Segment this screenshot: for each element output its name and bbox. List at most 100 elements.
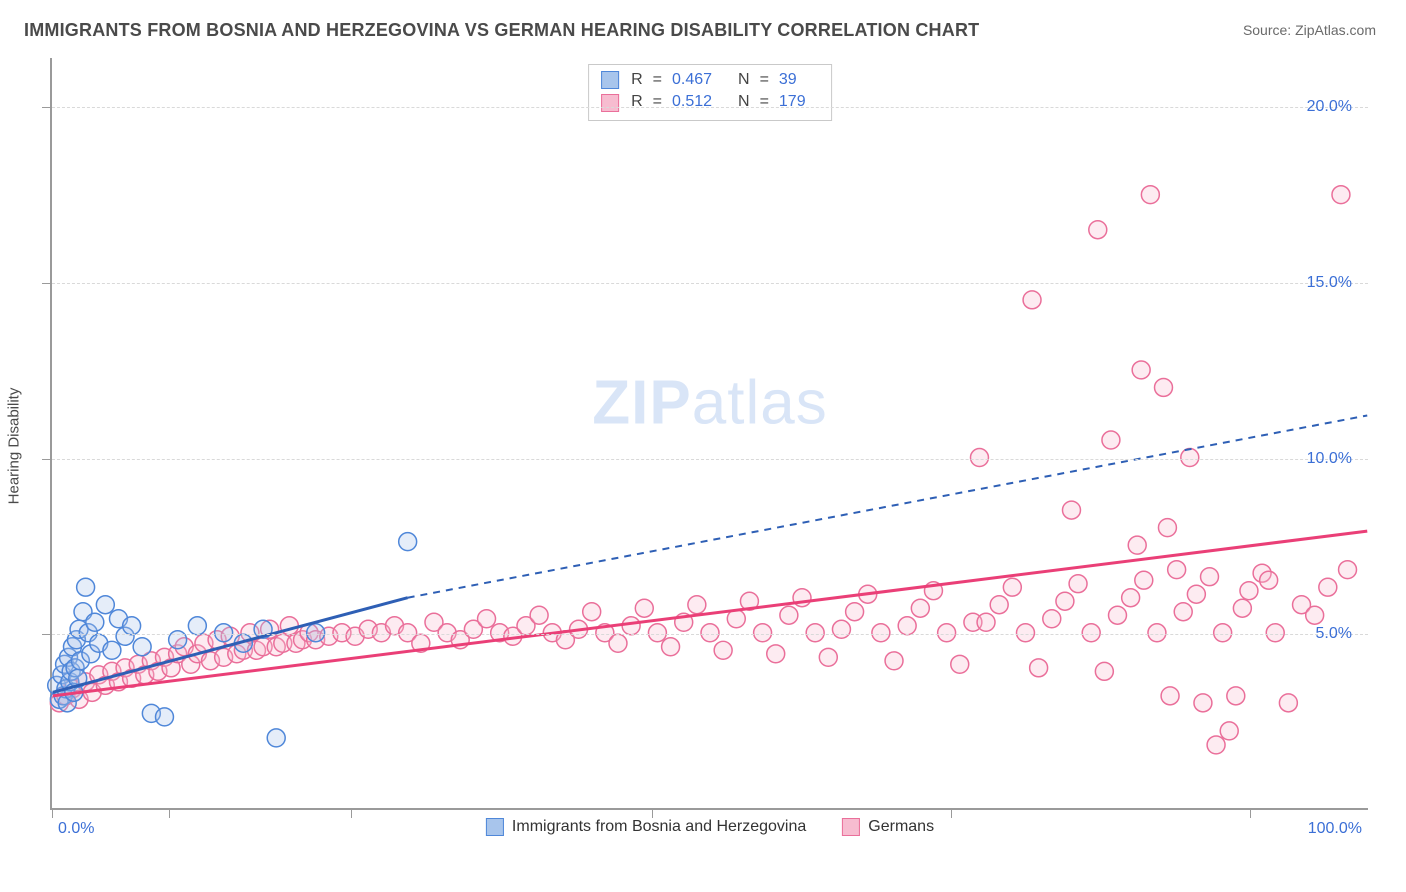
- scatter-point-germans: [951, 655, 969, 673]
- y-tick: [42, 634, 52, 635]
- scatter-point-germans: [622, 617, 640, 635]
- scatter-point-germans: [1201, 568, 1219, 586]
- stats-r-value: 0.512: [672, 91, 726, 113]
- scatter-point-germans: [767, 645, 785, 663]
- scatter-point-bosnia: [267, 729, 285, 747]
- scatter-point-germans: [1030, 659, 1048, 677]
- y-tick-label: 10.0%: [1307, 450, 1352, 468]
- source-attribution: Source: ZipAtlas.com: [1243, 22, 1376, 38]
- gridline: [52, 107, 1368, 108]
- scatter-point-germans: [1135, 571, 1153, 589]
- scatter-point-bosnia: [215, 624, 233, 642]
- scatter-point-germans: [885, 652, 903, 670]
- legend-item: Germans: [842, 818, 934, 836]
- scatter-point-bosnia: [156, 708, 174, 726]
- scatter-point-germans: [1161, 687, 1179, 705]
- x-tick: [169, 808, 170, 818]
- y-tick: [42, 459, 52, 460]
- stats-r-label: R: [631, 69, 643, 91]
- x-tick: [652, 808, 653, 818]
- scatter-point-germans: [1233, 599, 1251, 617]
- scatter-point-germans: [832, 620, 850, 638]
- y-tick-label: 20.0%: [1307, 98, 1352, 116]
- scatter-point-germans: [478, 610, 496, 628]
- chart-title: IMMIGRANTS FROM BOSNIA AND HERZEGOVINA V…: [24, 20, 979, 41]
- x-axis-min-label: 0.0%: [58, 820, 94, 838]
- scatter-point-germans: [1214, 624, 1232, 642]
- scatter-point-germans: [938, 624, 956, 642]
- scatter-point-germans: [780, 606, 798, 624]
- scatter-point-bosnia: [133, 638, 151, 656]
- scatter-point-germans: [1043, 610, 1061, 628]
- scatter-point-bosnia: [123, 617, 141, 635]
- stats-row: R=0.467N=39: [601, 69, 815, 91]
- scatter-point-germans: [609, 634, 627, 652]
- scatter-point-germans: [1174, 603, 1192, 621]
- scatter-point-germans: [1187, 585, 1205, 603]
- x-tick: [351, 808, 352, 818]
- scatter-point-germans: [1158, 519, 1176, 537]
- trend-line-germans: [53, 531, 1367, 696]
- trend-line-dashed-bosnia: [408, 415, 1368, 597]
- x-tick: [951, 808, 952, 818]
- scatter-point-germans: [1194, 694, 1212, 712]
- scatter-point-bosnia: [307, 624, 325, 642]
- scatter-point-germans: [583, 603, 601, 621]
- scatter-point-germans: [1109, 606, 1127, 624]
- equals-sign: =: [760, 69, 769, 91]
- scatter-point-germans: [1339, 561, 1357, 579]
- scatter-point-bosnia: [399, 533, 417, 551]
- stats-n-value: 179: [779, 91, 815, 113]
- scatter-point-germans: [1082, 624, 1100, 642]
- stats-box: R=0.467N=39R=0.512N=179: [588, 64, 832, 121]
- scatter-point-germans: [1220, 722, 1238, 740]
- scatter-point-germans: [806, 624, 824, 642]
- scatter-point-germans: [1319, 578, 1337, 596]
- gridline: [52, 634, 1368, 635]
- y-tick-label: 5.0%: [1316, 625, 1352, 643]
- scatter-point-germans: [688, 596, 706, 614]
- chart-svg: [52, 58, 1368, 808]
- scatter-point-germans: [990, 596, 1008, 614]
- stats-n-label: N: [738, 69, 750, 91]
- scatter-point-germans: [1266, 624, 1284, 642]
- scatter-point-germans: [1128, 536, 1146, 554]
- scatter-point-bosnia: [86, 613, 104, 631]
- scatter-point-germans: [1132, 361, 1150, 379]
- scatter-point-germans: [1306, 606, 1324, 624]
- scatter-point-germans: [1148, 624, 1166, 642]
- stats-n-label: N: [738, 91, 750, 113]
- gridline: [52, 459, 1368, 460]
- scatter-point-bosnia: [77, 578, 95, 596]
- scatter-point-germans: [911, 599, 929, 617]
- equals-sign: =: [653, 91, 662, 113]
- y-tick: [42, 107, 52, 108]
- stats-row: R=0.512N=179: [601, 91, 815, 113]
- scatter-point-germans: [1089, 221, 1107, 239]
- legend-swatch: [486, 818, 504, 836]
- scatter-point-germans: [1069, 575, 1087, 593]
- scatter-point-germans: [1260, 571, 1278, 589]
- scatter-point-germans: [1155, 378, 1173, 396]
- scatter-point-germans: [1003, 578, 1021, 596]
- gridline: [52, 283, 1368, 284]
- scatter-point-germans: [1207, 736, 1225, 754]
- scatter-point-germans: [819, 648, 837, 666]
- plot-area: ZIPatlas R=0.467N=39R=0.512N=179 0.0% 10…: [50, 58, 1368, 810]
- stats-swatch: [601, 71, 619, 89]
- stats-r-label: R: [631, 91, 643, 113]
- scatter-point-germans: [846, 603, 864, 621]
- legend-label: Immigrants from Bosnia and Herzegovina: [512, 818, 806, 835]
- scatter-point-germans: [1279, 694, 1297, 712]
- scatter-point-germans: [1095, 662, 1113, 680]
- scatter-point-germans: [1017, 624, 1035, 642]
- source-link[interactable]: ZipAtlas.com: [1295, 22, 1376, 38]
- scatter-point-bosnia: [96, 596, 114, 614]
- equals-sign: =: [653, 69, 662, 91]
- scatter-point-germans: [648, 624, 666, 642]
- scatter-point-germans: [1181, 449, 1199, 467]
- y-tick: [42, 283, 52, 284]
- legend-bottom: Immigrants from Bosnia and Herzegovina Ge…: [486, 818, 934, 836]
- scatter-point-bosnia: [103, 641, 121, 659]
- scatter-point-germans: [970, 449, 988, 467]
